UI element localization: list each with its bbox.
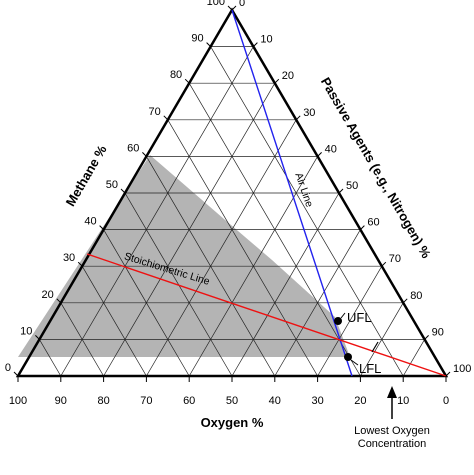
bottom-tick-label: 0	[443, 395, 449, 407]
grid-line	[60, 302, 104, 377]
right-tick-label: 10	[260, 34, 272, 46]
grid-line	[39, 339, 62, 377]
left-tick-mark	[56, 298, 62, 304]
grid-line	[167, 119, 318, 377]
left-tick-mark	[142, 152, 147, 157]
left-tick-mark	[206, 42, 211, 47]
left-tick-mark	[77, 261, 83, 267]
grid-line	[103, 229, 190, 377]
right-tick-mark	[338, 188, 344, 194]
bottom-tick-label: 20	[354, 395, 366, 407]
right-tick-label: 20	[282, 70, 294, 82]
left-tick-label: 80	[170, 69, 182, 81]
left-tick-mark	[227, 5, 233, 11]
right-tick-label: 90	[432, 326, 444, 338]
right-tick-label: 40	[325, 143, 337, 155]
grid-line	[402, 339, 425, 377]
left-tick-label: 10	[20, 325, 32, 337]
right-tick-label: 30	[303, 107, 315, 119]
right-tick-mark	[317, 152, 322, 157]
grid-line	[146, 156, 276, 377]
right-tick-mark	[424, 335, 429, 340]
right-tick-mark	[360, 225, 365, 230]
left-tick-label: 50	[106, 179, 118, 191]
left-tick-mark	[184, 78, 190, 84]
lfl-pointer	[350, 359, 359, 366]
ufl-point	[334, 317, 342, 325]
lowest-oxygen-caption-line2: Concentration	[358, 438, 427, 450]
lowest-oxygen-caption-line1: Lowest Oxygen	[354, 425, 430, 437]
oxygen-axis-title: Oxygen %	[201, 415, 264, 430]
left-tick-mark	[35, 335, 40, 340]
right-tick-mark	[253, 42, 258, 47]
left-tick-label: 90	[191, 33, 203, 45]
right-tick-label: 70	[389, 253, 401, 265]
bottom-tick-label: 50	[226, 395, 238, 407]
left-tick-mark	[13, 371, 19, 377]
left-tick-label: 40	[84, 216, 96, 228]
ufl-label: UFL	[347, 310, 372, 325]
right-tick-mark	[231, 5, 237, 11]
bottom-tick-label: 60	[183, 395, 195, 407]
left-tick-label: 0	[5, 362, 11, 374]
right-tick-mark	[274, 78, 280, 84]
lfl-label: LFL	[359, 361, 381, 376]
right-tick-mark	[445, 371, 451, 377]
grid-line	[188, 83, 361, 377]
right-tick-label: 100	[453, 363, 471, 375]
right-tick-mark	[295, 115, 301, 121]
grid-line	[210, 46, 404, 377]
stoichiometric-line	[86, 253, 447, 377]
bottom-tick-label: 90	[55, 395, 67, 407]
bottom-tick-label: 100	[9, 395, 27, 407]
left-tick-label: 100	[207, 0, 225, 8]
right-tick-label: 0	[239, 0, 245, 9]
right-tick-mark	[402, 298, 408, 304]
right-tick-label: 50	[346, 180, 358, 192]
grid-line	[81, 266, 147, 377]
bottom-tick-label: 70	[140, 395, 152, 407]
lowest-oxygen-marker	[371, 341, 379, 353]
left-tick-mark	[99, 225, 104, 230]
bottom-tick-label: 80	[97, 395, 109, 407]
methane-axis-title: Methane %	[63, 142, 110, 209]
lfl-point	[344, 353, 352, 361]
lowest-oxygen-arrow-icon	[387, 386, 397, 398]
left-tick-mark	[120, 188, 126, 194]
left-tick-label: 70	[149, 106, 161, 118]
left-tick-label: 60	[127, 142, 139, 154]
right-tick-mark	[381, 261, 387, 267]
grid-line	[231, 192, 340, 377]
right-tick-label: 60	[367, 217, 379, 229]
grid-line	[317, 266, 383, 377]
ufl-pointer	[340, 312, 346, 319]
bottom-tick-label: 10	[397, 395, 409, 407]
bottom-tick-label: 40	[269, 395, 281, 407]
flammable-region	[18, 155, 350, 357]
left-tick-label: 20	[42, 289, 54, 301]
passive-agents-axis-title: Passive Agents (e.g., Nitrogen) %	[318, 75, 434, 261]
air-line	[231, 9, 353, 377]
left-tick-mark	[163, 115, 169, 121]
grid-line	[60, 46, 254, 377]
grid-line	[146, 119, 297, 377]
bottom-tick-label: 30	[311, 395, 323, 407]
left-tick-label: 30	[63, 252, 75, 264]
right-tick-label: 80	[410, 290, 422, 302]
